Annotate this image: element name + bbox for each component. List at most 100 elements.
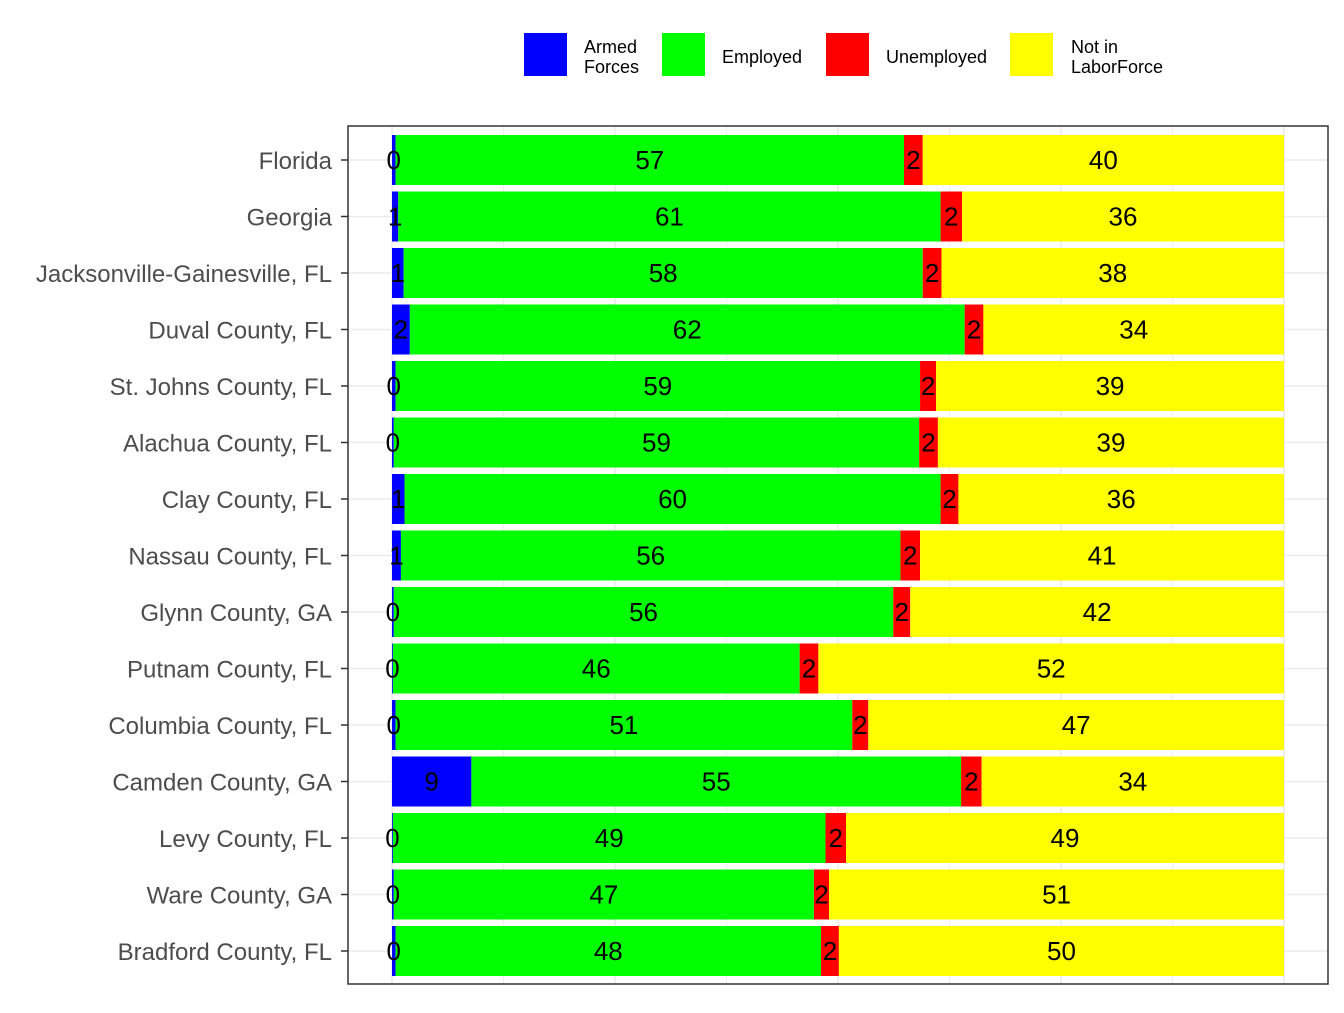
y-tick-label: Duval County, FL xyxy=(148,318,332,345)
data-label-employed: 56 xyxy=(636,541,665,571)
bar-unemployed xyxy=(961,756,982,807)
bar-not-in-laborforce xyxy=(922,135,1284,185)
bar-not-in-laborforce xyxy=(829,869,1284,920)
y-tick-label: Levy County, FL xyxy=(159,826,332,853)
legend-label: Employed xyxy=(722,47,802,67)
y-tick-label: Ware County, GA xyxy=(147,883,332,910)
bar-group-clay-county-fl: 1 60 2 36 xyxy=(391,474,1284,524)
data-label-unemployed: 2 xyxy=(903,541,917,571)
bar-employed xyxy=(392,813,826,863)
data-label-unemployed: 2 xyxy=(921,428,935,458)
data-label-armed-forces: 9 xyxy=(424,767,438,797)
legend-label: Unemployed xyxy=(886,47,987,67)
data-label-armed-forces: 0 xyxy=(385,654,399,684)
bar-not-in-laborforce xyxy=(936,361,1284,411)
data-label-unemployed: 2 xyxy=(944,202,958,232)
data-label-unemployed: 2 xyxy=(829,823,843,853)
data-label-armed-forces: 1 xyxy=(391,484,405,514)
data-label-employed: 61 xyxy=(655,202,684,232)
bar-employed xyxy=(404,474,941,524)
bar-not-in-laborforce xyxy=(937,417,1284,468)
bar-unemployed xyxy=(825,813,847,863)
bar-employed xyxy=(395,135,905,185)
data-label-armed-forces: 1 xyxy=(389,541,403,571)
data-label-unemployed: 2 xyxy=(802,654,816,684)
data-label-employed: 55 xyxy=(702,767,731,797)
data-label-not-in-laborforce: 52 xyxy=(1037,654,1066,684)
bar-group-camden-county-ga: 9 55 2 34 xyxy=(392,756,1284,807)
data-label-armed-forces: 0 xyxy=(386,428,400,458)
legend-key xyxy=(1010,33,1053,76)
y-tick-label: Alachua County, FL xyxy=(123,431,332,458)
data-label-not-in-laborforce: 38 xyxy=(1098,258,1127,288)
data-label-unemployed: 2 xyxy=(906,145,920,175)
y-tick-label: Nassau County, FL xyxy=(128,544,332,571)
bar-employed xyxy=(395,926,822,976)
data-label-not-in-laborforce: 34 xyxy=(1118,767,1147,797)
bar-not-in-laborforce xyxy=(958,474,1284,524)
data-label-employed: 57 xyxy=(635,145,664,175)
bar-employed xyxy=(409,304,965,355)
bar-not-in-laborforce xyxy=(910,587,1284,637)
data-label-armed-forces: 0 xyxy=(387,710,401,740)
bar-armed-forces xyxy=(392,530,401,581)
data-label-not-in-laborforce: 39 xyxy=(1096,428,1125,458)
y-tick-label: Putnam County, FL xyxy=(127,657,332,684)
bar-armed-forces xyxy=(392,474,405,524)
data-label-employed: 58 xyxy=(649,258,678,288)
bar-group-putnam-county-fl: 0 46 2 52 xyxy=(385,643,1284,694)
bar-not-in-laborforce xyxy=(961,191,1284,242)
bar-armed-forces xyxy=(392,869,394,920)
y-tick-label: Clay County, FL xyxy=(162,487,332,514)
data-label-unemployed: 2 xyxy=(814,880,828,910)
bar-unemployed xyxy=(920,361,937,411)
legend-key xyxy=(524,33,567,76)
bar-armed-forces xyxy=(392,643,393,694)
data-label-employed: 60 xyxy=(658,484,687,514)
bar-employed xyxy=(395,361,921,411)
legend-item-not-in-laborforce: Not in LaborForce xyxy=(1010,33,1163,77)
bar-armed-forces xyxy=(392,135,396,185)
data-label-not-in-laborforce: 50 xyxy=(1047,936,1076,966)
bar-group-ware-county-ga: 0 47 2 51 xyxy=(386,869,1284,920)
bar-unemployed xyxy=(813,869,830,920)
data-label-unemployed: 2 xyxy=(823,936,837,966)
bar-unemployed xyxy=(940,191,962,242)
data-label-not-in-laborforce: 36 xyxy=(1107,484,1136,514)
legend-key xyxy=(662,33,705,76)
bar-employed xyxy=(395,700,853,750)
legend: Armed Forces Employed Unemployed Not in Labor… xyxy=(524,33,1163,77)
data-label-employed: 59 xyxy=(643,371,672,401)
bar-armed-forces xyxy=(392,361,396,411)
bar-group-florida: 0 57 2 40 xyxy=(387,135,1284,185)
y-tick-label: Camden County, GA xyxy=(112,770,332,797)
bar-armed-forces xyxy=(392,587,394,637)
data-label-not-in-laborforce: 49 xyxy=(1051,823,1080,853)
data-label-employed: 48 xyxy=(594,936,623,966)
bar-unemployed xyxy=(904,135,923,185)
data-label-armed-forces: 0 xyxy=(387,936,401,966)
legend-key xyxy=(826,33,869,76)
legend-label: Armed Forces xyxy=(584,37,639,77)
data-label-not-in-laborforce: 40 xyxy=(1089,145,1118,175)
bar-not-in-laborforce xyxy=(941,248,1284,298)
bar-unemployed xyxy=(919,417,938,468)
bar-not-in-laborforce xyxy=(868,700,1284,750)
bar-unemployed xyxy=(893,587,911,637)
bar-not-in-laborforce xyxy=(981,756,1284,807)
data-label-armed-forces: 1 xyxy=(391,258,405,288)
bar-not-in-laborforce xyxy=(983,304,1284,355)
data-label-employed: 51 xyxy=(609,710,638,740)
data-label-unemployed: 2 xyxy=(853,710,867,740)
bar-unemployed xyxy=(799,643,819,694)
y-axis-labels: Florida Georgia Jacksonville-Gainesville, … xyxy=(36,148,348,966)
data-label-armed-forces: 0 xyxy=(385,823,399,853)
bar-employed xyxy=(393,587,894,637)
data-label-not-in-laborforce: 36 xyxy=(1109,202,1138,232)
bar-not-in-laborforce xyxy=(838,926,1284,976)
data-label-armed-forces: 0 xyxy=(387,371,401,401)
bar-group-alachua-county-fl: 0 59 2 39 xyxy=(386,417,1284,468)
data-label-unemployed: 2 xyxy=(921,371,935,401)
